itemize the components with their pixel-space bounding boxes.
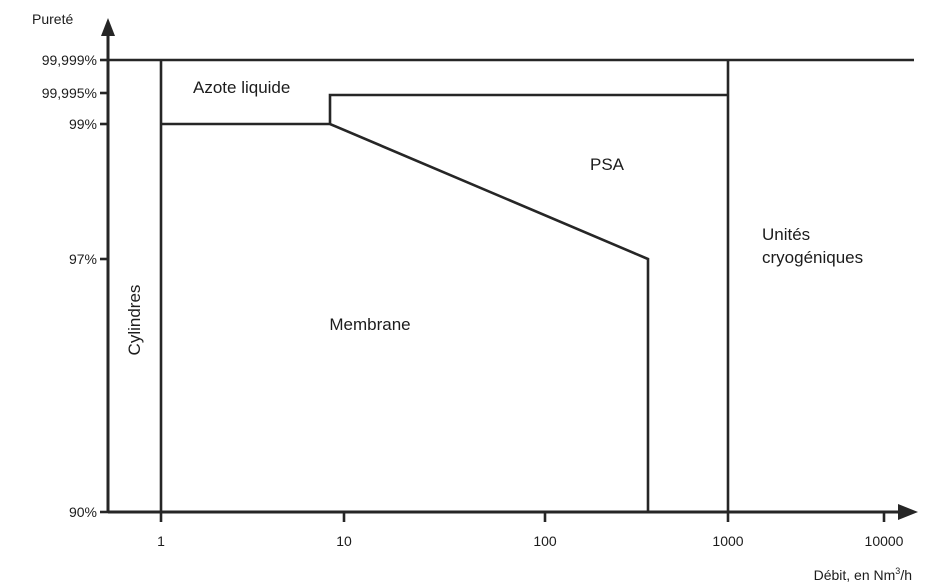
y-axis-arrow <box>101 18 115 36</box>
x-axis-title-main: Débit, en Nm <box>814 567 896 583</box>
x-axis-title: Débit, en Nm3/h <box>814 566 912 583</box>
cryogenic-label-line1: Unités <box>762 225 810 244</box>
psa-label: PSA <box>590 155 625 174</box>
x-tick-label: 10 <box>336 533 352 549</box>
y-tick-label: 90% <box>69 504 97 520</box>
x-tick-label: 1 <box>157 533 165 549</box>
x-axis-title-superscript: 3 <box>895 566 900 576</box>
membrane-boundary <box>161 122 650 512</box>
y-tick-label: 99,995% <box>42 85 97 101</box>
y-tick-label: 99,999% <box>42 52 97 68</box>
liquid-nitrogen-label: Azote liquide <box>193 78 290 97</box>
y-tick-label: 99% <box>69 116 97 132</box>
x-axis-arrow <box>898 504 918 520</box>
psa-upper-boundary <box>328 93 728 124</box>
membrane-label: Membrane <box>329 315 410 334</box>
x-tick-label: 10000 <box>865 533 904 549</box>
y-tick-label: 97% <box>69 251 97 267</box>
x-tick-label: 1000 <box>712 533 743 549</box>
cryogenic-label-line2: cryogéniques <box>762 248 863 267</box>
cylinders-label: Cylindres <box>125 285 144 356</box>
x-axis-title-suffix: /h <box>900 567 912 583</box>
y-axis-title: Pureté <box>32 11 73 27</box>
x-tick-label: 100 <box>533 533 557 549</box>
